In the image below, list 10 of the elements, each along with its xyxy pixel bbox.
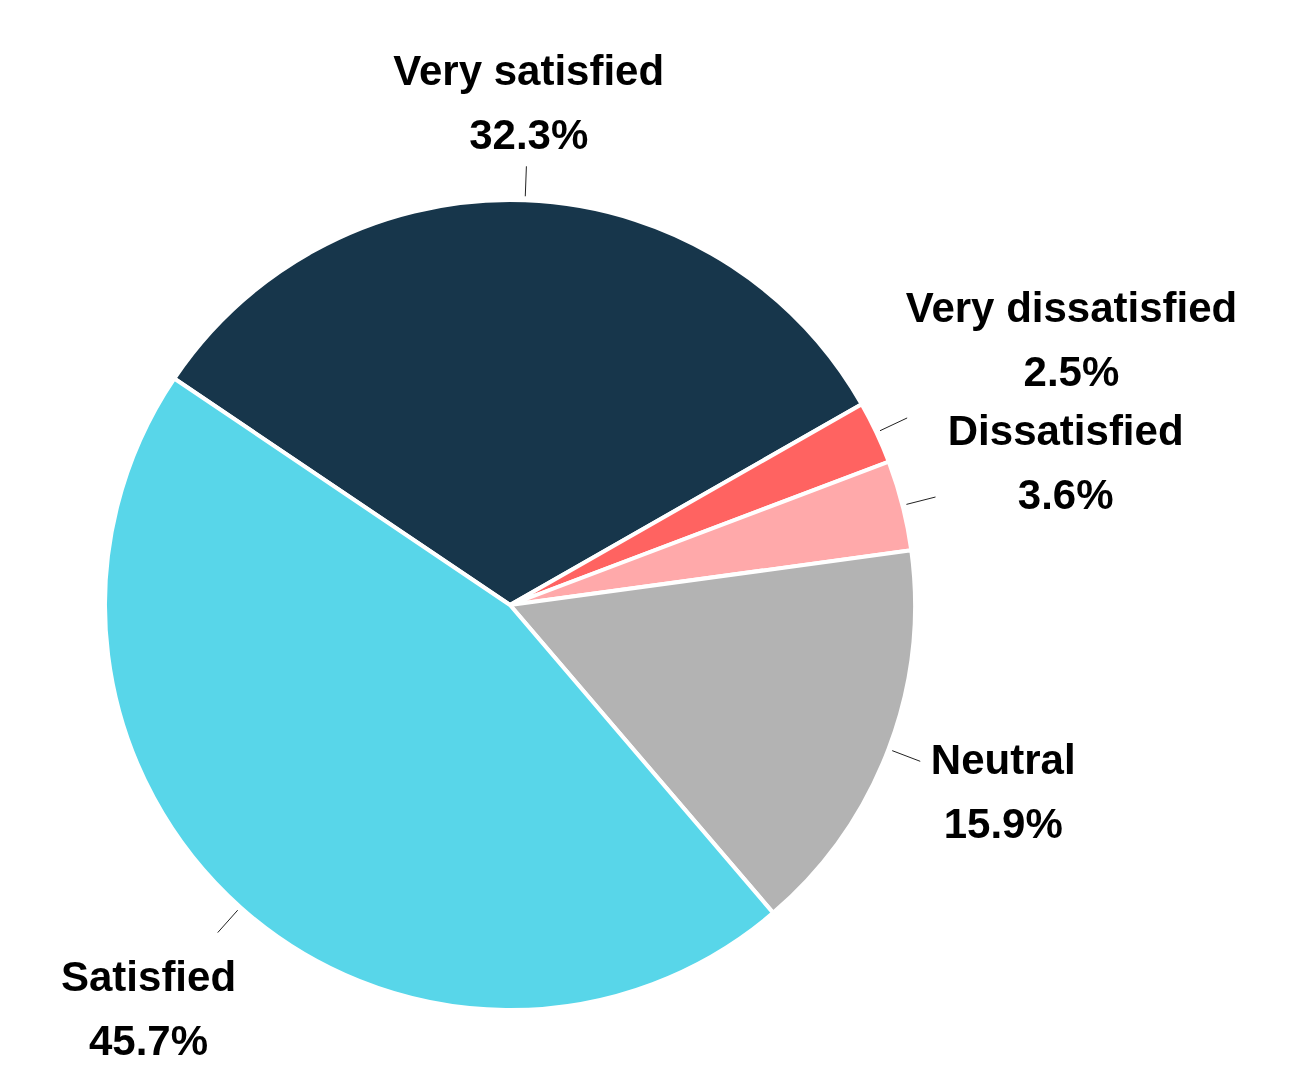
- data-label: 32.3%: [469, 111, 589, 159]
- data-label: 45.7%: [88, 1017, 209, 1065]
- slice-label: Satisfied: [61, 953, 237, 1001]
- data-label: 3.6%: [1017, 470, 1114, 518]
- data-label: 2.5%: [1023, 347, 1120, 395]
- slice-label: Neutral: [930, 735, 1076, 783]
- slice-label: Very satisfied: [393, 47, 665, 95]
- data-label: 15.9%: [943, 799, 1063, 847]
- slice-label: Very dissatisfied: [905, 283, 1238, 331]
- slice-label: Dissatisfied: [947, 406, 1184, 454]
